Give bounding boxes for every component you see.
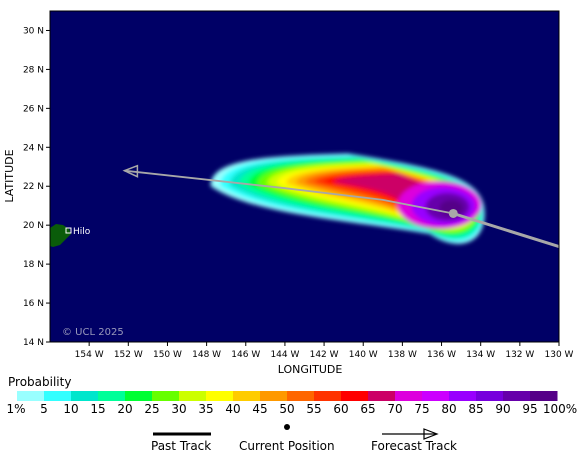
legend-title: Probability [8,375,72,389]
hilo-label: Hilo [73,227,91,237]
scale-label: 30 [171,402,187,416]
scale-swatch [422,391,450,401]
scale-label: 95 [522,402,538,416]
scale-label: 75 [414,402,430,416]
scale-swatch [98,391,126,401]
scale-label: 70 [387,402,403,416]
lon-tick-label: 130 W [545,350,574,360]
scale-label: 60 [333,402,349,416]
scale-swatch [341,391,369,401]
scale-swatch [260,391,288,401]
forecast-track-legend-arrow [382,428,439,440]
lat-tick-label: 26 N [23,104,44,114]
lat-tick-label: 30 N [23,26,44,36]
scale-swatch [368,391,396,401]
scale-label: 25 [144,402,160,416]
scale-swatch [503,391,531,401]
current-position-label: Current Position [239,439,335,453]
copyright-label: © UCL 2025 [62,327,124,338]
scale-swatch [449,391,477,401]
lon-tick-label: 150 W [153,350,182,360]
scale-swatch [530,391,558,401]
scale-swatch [287,391,315,401]
lon-tick-label: 152 W [114,350,143,360]
scale-label: 20 [117,402,133,416]
current-position-legend-dot [284,424,290,430]
lat-tick-label: 16 N [23,299,44,309]
probability-color-bar [17,391,558,401]
scale-swatch [125,391,153,401]
probability-swath [210,153,485,244]
scale-swatch [233,391,261,401]
lon-tick-label: 138 W [388,350,417,360]
lon-tick-label: 132 W [505,350,534,360]
probability-scale-labels: 1% 5 10 15 20 25 30 35 40 45 50 55 60 65 70 75 80 85 90 95 1… [0,402,580,418]
lon-tick-label: 154 W [75,350,104,360]
scale-swatch [17,391,45,401]
scale-label: 100% [542,402,578,416]
lon-tick-label: 148 W [192,350,221,360]
scale-swatch [152,391,180,401]
scale-label: 80 [441,402,457,416]
scale-label: 5 [40,402,48,416]
scale-label: 10 [63,402,79,416]
lat-tick-label: 24 N [23,143,44,153]
scale-swatch [44,391,72,401]
scale-label: 55 [306,402,322,416]
scale-swatch [179,391,207,401]
scale-label: 1% [6,402,26,416]
lon-tick-label: 144 W [270,350,299,360]
scale-label: 50 [279,402,295,416]
lon-tick-label: 146 W [231,350,260,360]
scale-swatch [206,391,234,401]
scale-swatch [476,391,504,401]
scale-label: 85 [468,402,484,416]
scale-swatch [314,391,342,401]
lat-tick-label: 20 N [23,221,44,231]
scale-label: 40 [225,402,241,416]
lat-tick-label: 18 N [23,260,44,270]
lat-tick-label: 28 N [23,65,44,75]
scale-swatch [395,391,423,401]
lon-tick-label: 142 W [310,350,339,360]
plot-frame [49,10,560,343]
y-axis-title: LATITUDE [3,149,16,202]
scale-swatch [71,391,99,401]
scale-label: 35 [198,402,214,416]
scale-label: 45 [252,402,268,416]
forecast-track-label: Forecast Track [371,439,457,453]
forecast-arrowhead [122,164,139,178]
lon-tick-label: 136 W [427,350,456,360]
hilo-marker [65,227,72,234]
lat-tick-label: 14 N [23,338,44,348]
lon-tick-label: 134 W [466,350,495,360]
current-position-dot [448,208,458,218]
forecast-track-line [124,169,454,215]
past-track-label: Past Track [151,439,212,453]
past-track-line [452,212,559,249]
scale-label: 15 [90,402,106,416]
lon-tick-label: 140 W [349,350,378,360]
scale-label: 65 [360,402,376,416]
scale-label: 90 [495,402,511,416]
lat-tick-label: 22 N [23,182,44,192]
x-axis-title: LONGITUDE [278,363,343,376]
